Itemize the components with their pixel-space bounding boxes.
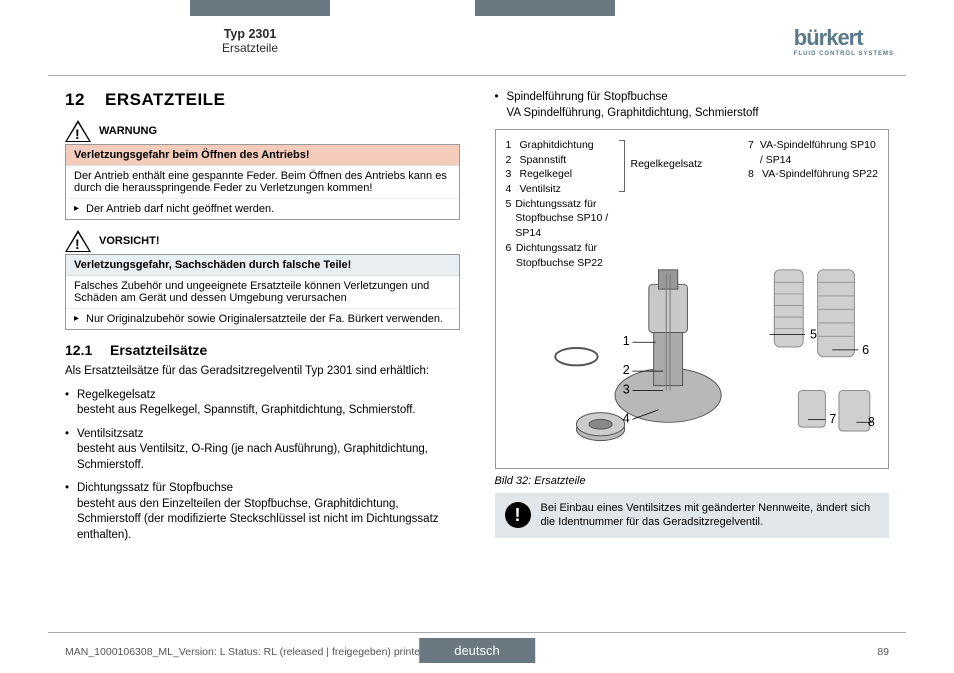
list-item: Spindelführung für StopfbuchseVA Spindel… (495, 90, 890, 121)
caution-label: VORSICHT! (99, 235, 160, 247)
list-item: Dichtungssatz für Stopfbuchsebesteht aus… (65, 481, 460, 543)
svg-text:1: 1 (622, 334, 629, 348)
kit-list: Regelkegelsatzbesteht aus Regelkegel, Sp… (65, 388, 460, 544)
page-number: 89 (877, 646, 889, 658)
warning-header: ! WARNUNG (65, 120, 460, 142)
header-tab-right (475, 0, 615, 16)
caution-box: Verletzungsgefahr, Sachschäden durch fal… (65, 254, 460, 330)
svg-text:6: 6 (862, 343, 869, 357)
caution-title: Verletzungsgefahr, Sachschäden durch fal… (66, 255, 459, 275)
figure-caption: Bild 32: Ersatzteile (495, 475, 890, 487)
brand-logo: bürkert FLUID CONTROL SYSTEMS (794, 25, 894, 57)
note-text: Bei Einbau eines Ventilsitzes mit geände… (541, 501, 880, 530)
legend-right: 7VA-Spindelführung SP10 / SP14 8VA-Spind… (748, 138, 878, 270)
figure-box: 1Graphitdichtung 2Spannstift 3Regelkegel… (495, 129, 890, 469)
list-item: Ventilsitzsatzbesteht aus Ventilsitz, O-… (65, 427, 460, 474)
logo-tagline: FLUID CONTROL SYSTEMS (794, 51, 894, 57)
svg-text:3: 3 (622, 382, 629, 396)
warning-body: Der Antrieb enthält eine gespannte Feder… (66, 165, 459, 198)
caution-icon: ! (65, 230, 91, 252)
info-note: ! Bei Einbau eines Ventilsitzes mit geän… (495, 493, 890, 538)
doc-section: Ersatzteile (60, 41, 440, 55)
subsection-heading: 12.1Ersatzteilsätze (65, 342, 460, 358)
right-bullet: Spindelführung für StopfbuchseVA Spindel… (495, 90, 890, 121)
warning-label: WARNUNG (99, 125, 157, 137)
language-tab: deutsch (419, 638, 535, 663)
warning-action: Der Antrieb darf nicht geöffnet werden. (66, 198, 459, 219)
list-item: Regelkegelsatzbesteht aus Regelkegel, Sp… (65, 388, 460, 419)
svg-text:4: 4 (622, 411, 629, 425)
svg-text:8: 8 (867, 415, 874, 429)
footer-rule (48, 632, 906, 633)
caution-action: Nur Originalzubehör sowie Originalersatz… (66, 308, 459, 329)
page-header: Typ 2301 Ersatzteile bürkert FLUID CONTR… (0, 25, 954, 57)
warning-title: Verletzungsgefahr beim Öffnen des Antrie… (66, 145, 459, 165)
svg-text:2: 2 (622, 363, 629, 377)
caution-body: Falsches Zubehör und ungeeignete Ersatzt… (66, 275, 459, 308)
svg-text:7: 7 (829, 412, 836, 426)
section-heading: 12ERSATZTEILE (65, 90, 460, 110)
header-tab-left (190, 0, 330, 16)
legend-left: 1Graphitdichtung 2Spannstift 3Regelkegel… (506, 138, 626, 270)
info-icon: ! (505, 502, 531, 528)
caution-header: ! VORSICHT! (65, 230, 460, 252)
header-rule (48, 75, 906, 76)
subsection-intro: Als Ersatzteilsätze für das Geradsitzreg… (65, 364, 460, 380)
svg-text:5: 5 (809, 327, 816, 341)
exploded-diagram: 1 2 3 4 5 6 7 8 (506, 265, 879, 458)
logo-text: bürkert (794, 25, 863, 51)
warning-box: Verletzungsgefahr beim Öffnen des Antrie… (65, 144, 460, 220)
legend-bracket (619, 140, 625, 192)
legend-bracket-label: Regelkegelsatz (631, 158, 703, 170)
doc-type: Typ 2301 (60, 27, 440, 41)
warning-icon: ! (65, 120, 91, 142)
